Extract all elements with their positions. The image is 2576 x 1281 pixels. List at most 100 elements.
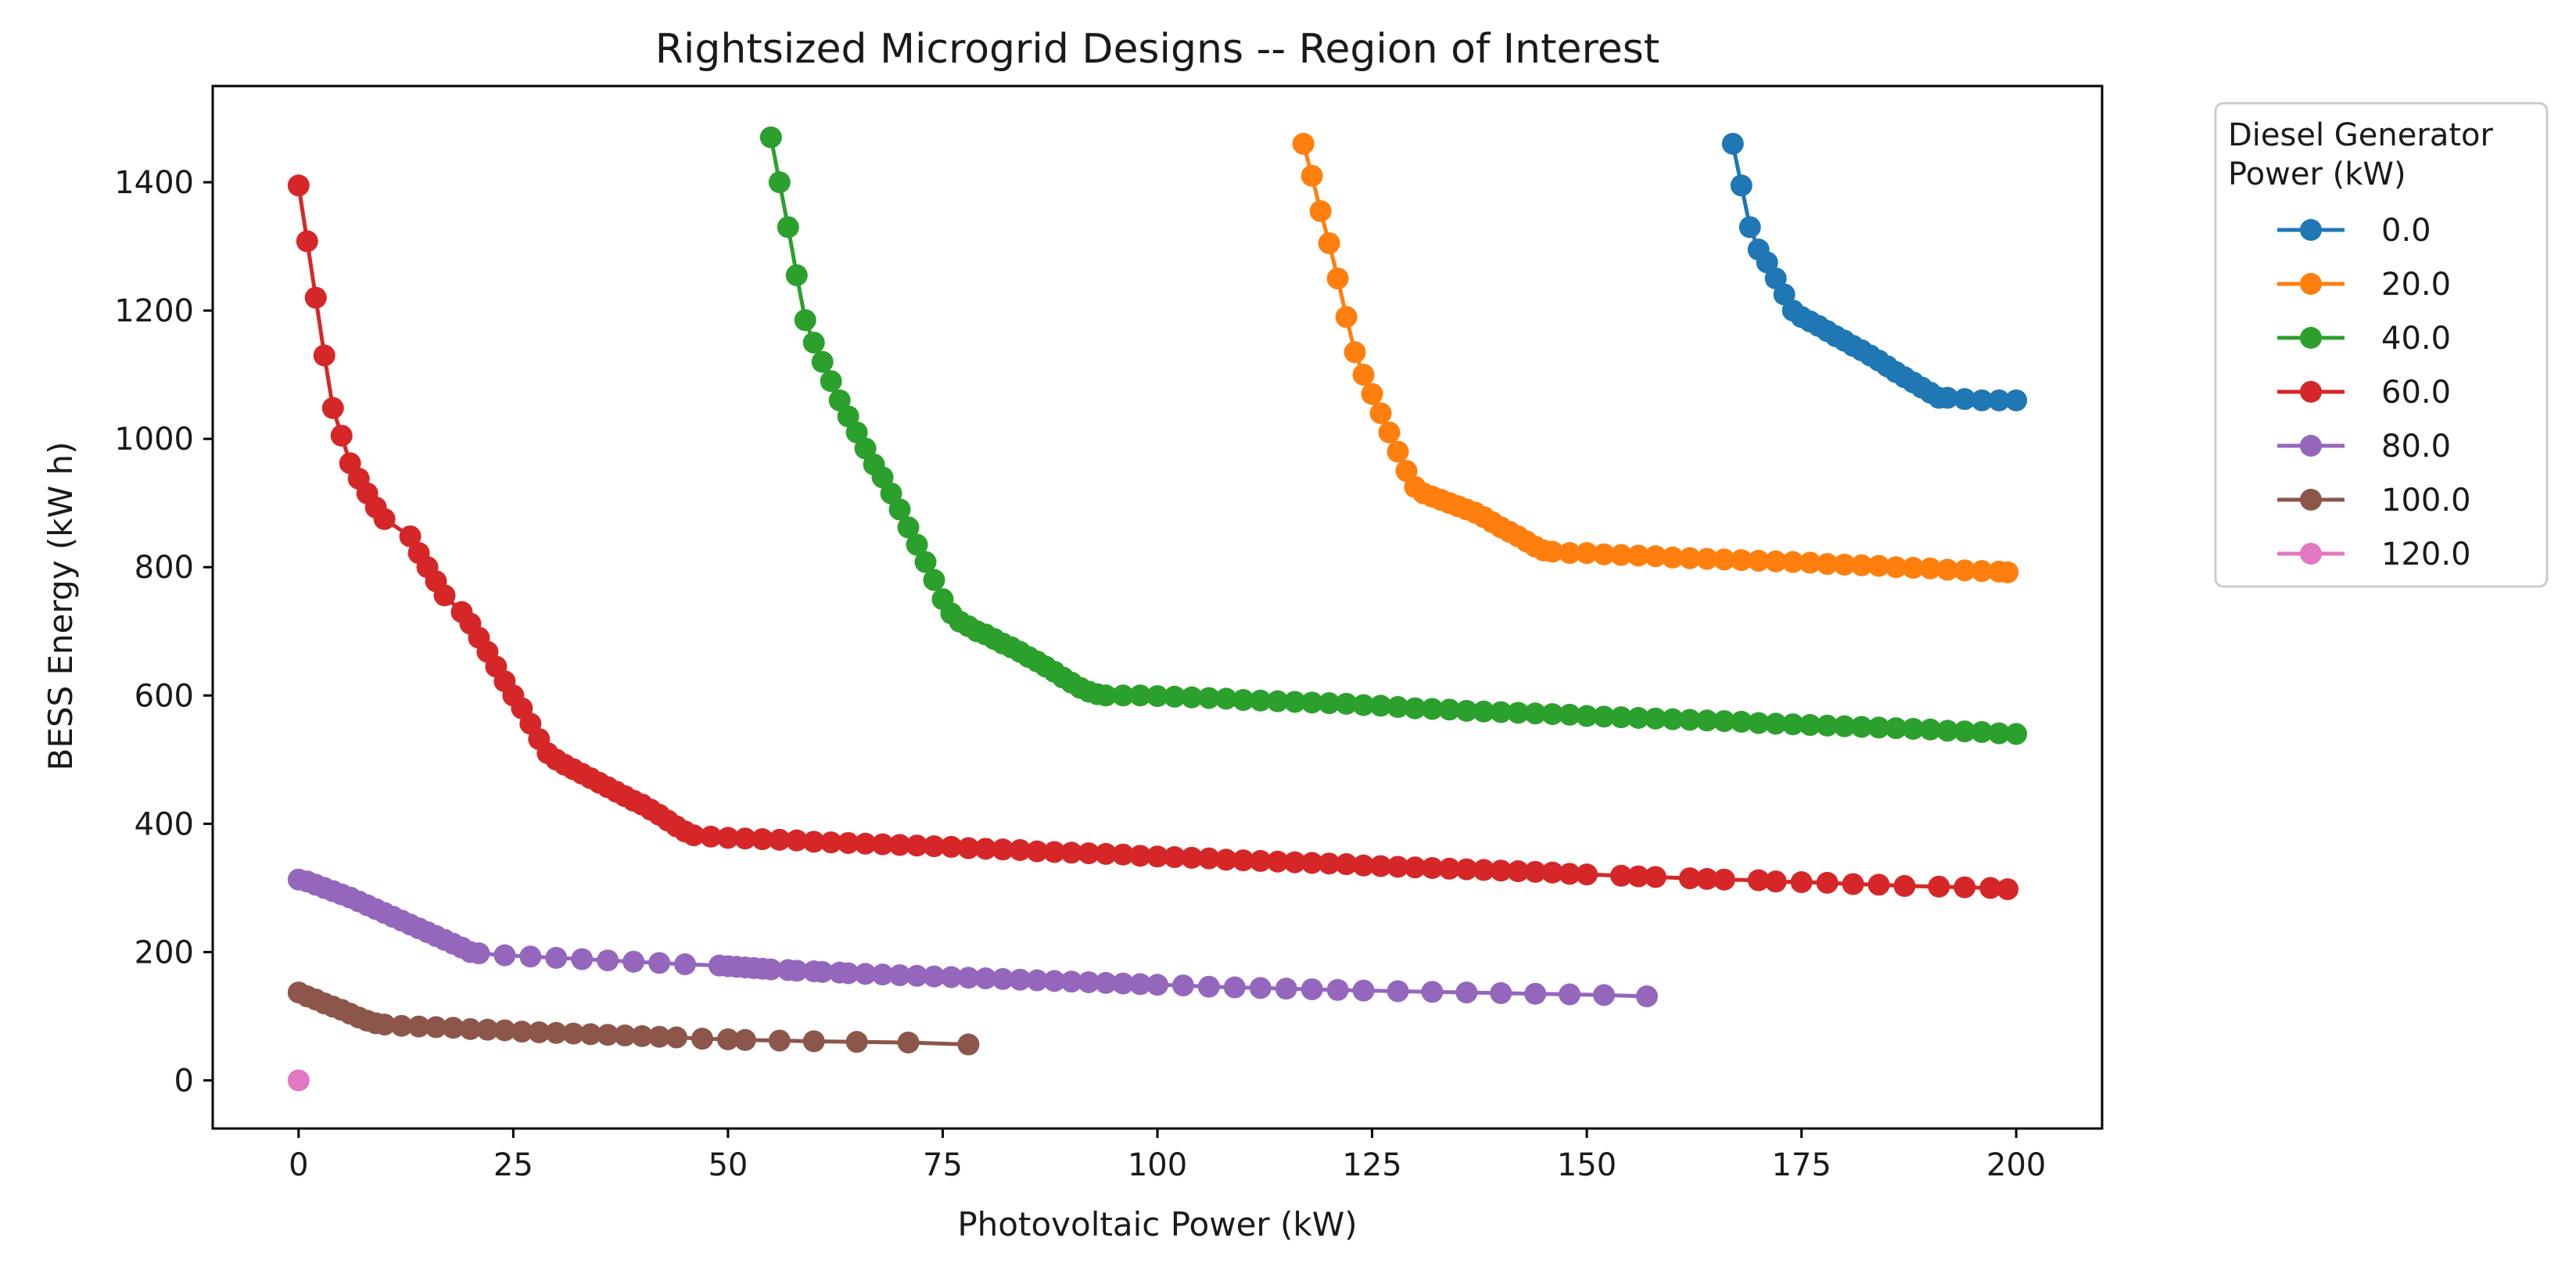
data-point (1352, 364, 1375, 386)
data-point (1232, 849, 1254, 872)
data-point (1180, 846, 1203, 869)
legend-label: 80.0 (2381, 429, 2451, 465)
legend-label: 100.0 (2381, 483, 2471, 518)
data-point (1301, 852, 1323, 874)
data-point (1610, 864, 1633, 887)
data-point (1773, 283, 1796, 306)
data-point (1850, 554, 1873, 576)
data-point (1997, 878, 2019, 901)
data-point (1524, 702, 1547, 725)
data-point (699, 825, 722, 848)
data-point (1095, 842, 1118, 865)
data-point (1936, 386, 1959, 409)
data-point (794, 309, 816, 332)
legend-label: 40.0 (2381, 321, 2451, 357)
data-point (1885, 556, 1907, 579)
data-point (390, 1014, 413, 1037)
data-point (1799, 714, 1821, 737)
data-point (1893, 874, 1916, 897)
data-point (1163, 685, 1186, 708)
data-point (1867, 554, 1890, 577)
data-point (330, 425, 353, 447)
data-point (820, 370, 842, 393)
data-point (321, 396, 344, 419)
data-point (571, 948, 594, 971)
data-point (1610, 706, 1633, 729)
data-point (1524, 982, 1547, 1005)
data-point (1455, 699, 1478, 722)
data-point (1764, 550, 1787, 572)
data-point (493, 944, 516, 967)
y-tick-label: 1200 (114, 293, 194, 329)
data-point (1627, 544, 1649, 567)
data-point (1738, 216, 1761, 239)
data-point (1747, 869, 1770, 892)
data-point (1232, 689, 1254, 712)
data-point (1833, 553, 1856, 576)
data-point (1095, 971, 1118, 994)
data-point (1214, 849, 1237, 871)
data-point (1438, 857, 1461, 880)
legend-label: 20.0 (2381, 267, 2451, 303)
data-point (1009, 968, 1031, 991)
data-point (1404, 856, 1426, 879)
data-point (493, 1019, 516, 1042)
data-point (802, 831, 825, 853)
data-point (1275, 978, 1297, 1000)
legend-swatch-marker (2300, 381, 2322, 403)
data-point (1455, 858, 1478, 881)
data-point (1902, 557, 1925, 580)
data-point (923, 965, 945, 988)
x-tick-label: 150 (1557, 1147, 1616, 1183)
data-point (992, 967, 1014, 990)
data-point (974, 967, 997, 990)
data-point (1988, 389, 2011, 411)
data-point (1421, 698, 1444, 720)
data-point (1292, 132, 1315, 155)
data-point (897, 516, 920, 539)
x-axis-label: Photovoltaic Power (kW) (957, 1205, 1357, 1243)
data-point (1661, 708, 1684, 730)
data-point (2005, 389, 2028, 411)
data-point (1576, 705, 1598, 727)
data-point (777, 216, 799, 239)
legend-entry: 0.0 (2277, 213, 2431, 249)
data-point (957, 967, 980, 989)
data-point (1867, 874, 1890, 896)
data-point (1490, 701, 1512, 723)
data-point (1997, 561, 2019, 583)
data-point (1678, 709, 1701, 731)
data-point (1163, 846, 1186, 869)
data-point (854, 963, 877, 985)
data-point (1695, 547, 1718, 570)
data-point (1078, 971, 1100, 993)
data-point (1335, 692, 1358, 715)
data-point (682, 824, 705, 847)
data-point (1713, 710, 1735, 733)
data-point (854, 832, 877, 855)
data-point (1026, 840, 1049, 863)
data-point (287, 174, 310, 197)
legend-box (2214, 102, 2549, 588)
legend-entry: 60.0 (2277, 375, 2451, 411)
data-point (1730, 549, 1753, 572)
legend-entry: 100.0 (2277, 483, 2471, 518)
legend-label: 60.0 (2381, 375, 2451, 411)
data-point (1249, 849, 1272, 872)
data-point (519, 946, 542, 968)
y-tick-label: 800 (135, 550, 194, 586)
data-point (1885, 717, 1907, 740)
data-point (1146, 845, 1168, 868)
data-point (1593, 705, 1616, 728)
data-point (1610, 544, 1633, 566)
data-point (425, 1016, 447, 1039)
data-point (622, 950, 645, 973)
data-point (597, 1024, 619, 1046)
data-point (1112, 843, 1135, 866)
legend-swatch-marker (2300, 219, 2322, 241)
legend-entry: 80.0 (2277, 429, 2451, 465)
data-point (914, 551, 937, 573)
x-tick-label: 50 (708, 1147, 748, 1183)
